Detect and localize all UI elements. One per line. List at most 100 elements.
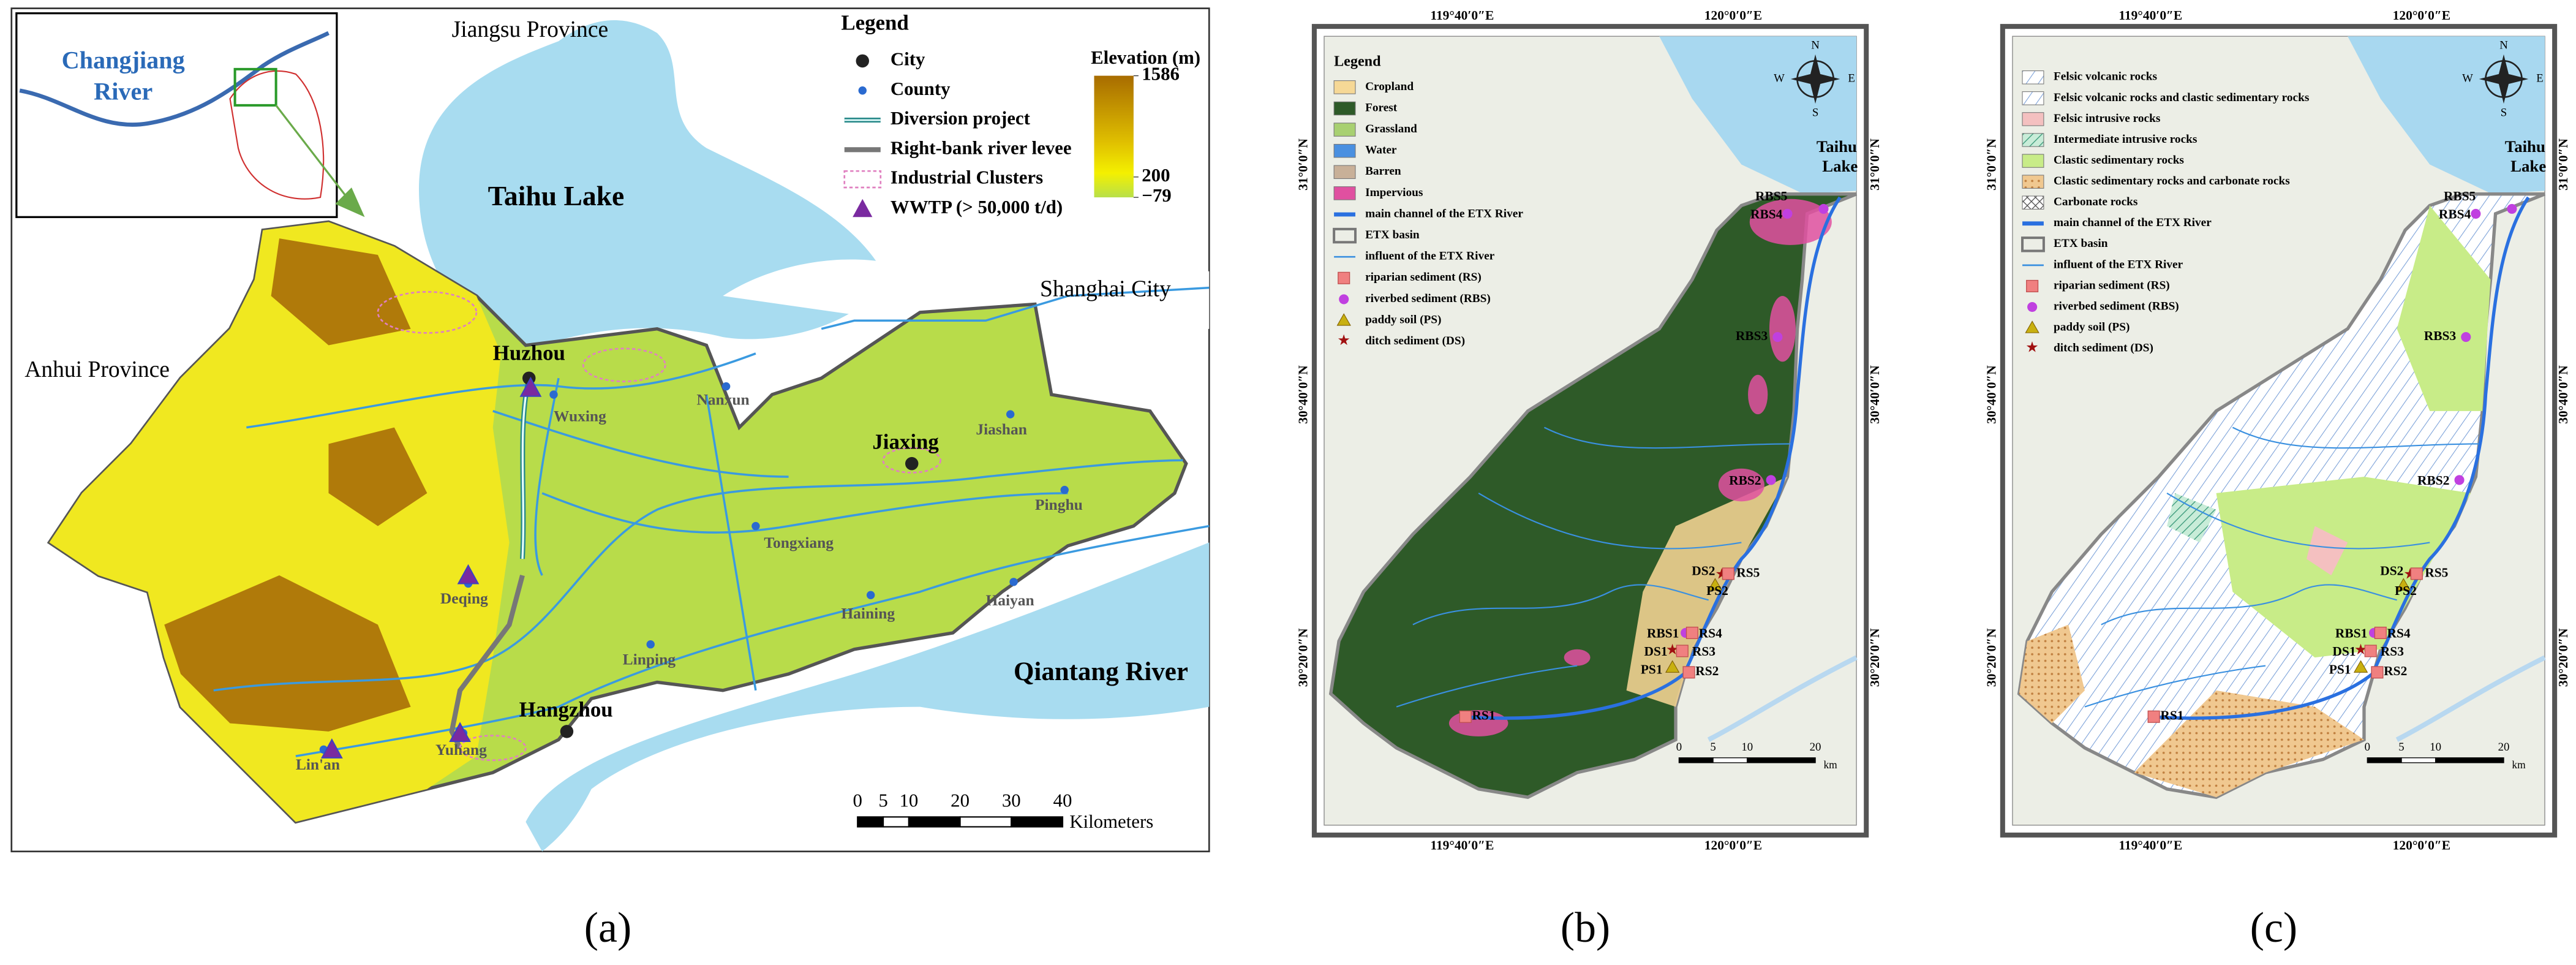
- lake-label: Taihu: [2505, 137, 2545, 156]
- legend-swatch: [2021, 237, 2045, 252]
- rbs-marker: [2454, 475, 2465, 485]
- compass-label: W: [2462, 72, 2473, 85]
- sample-label: PS1: [2329, 662, 2351, 677]
- sample-label: PS2: [2395, 583, 2417, 598]
- ds-marker: ★: [2025, 339, 2039, 356]
- elevation-title: Elevation (m): [1091, 47, 1200, 68]
- sample-label: RBS3: [2424, 328, 2456, 343]
- legend-swatch: [1333, 101, 1356, 116]
- legend-label: Diversion project: [891, 108, 1031, 129]
- city-label: Jiaxing: [872, 430, 939, 453]
- river-bg: [1707, 655, 1858, 742]
- rbs-marker: [2507, 203, 2517, 214]
- legend-label: Cropland: [1365, 80, 1414, 93]
- scale-segment: [1011, 816, 1064, 828]
- map-panel: 119°40′0″E 119°40′0″E 120°0′0″E 120°0′0″E 31…: [1296, 8, 1882, 952]
- lat-label: 30°20′0″N: [1296, 628, 1311, 687]
- river: [534, 377, 560, 576]
- ps-marker: [1708, 578, 1723, 591]
- river: [705, 394, 757, 691]
- sample-label: RBS1: [2335, 626, 2367, 641]
- scale-segment: [882, 816, 910, 828]
- lon-label: 120°0′0″E: [1704, 8, 1762, 23]
- city-label: Hangzhou: [519, 698, 613, 722]
- lon-label: 119°40′0″E: [1430, 838, 1494, 853]
- legend-label: Impervious: [1365, 186, 1423, 199]
- sample-label: RBS4: [1750, 207, 1783, 222]
- sample-label: DS2: [2380, 564, 2403, 578]
- compass-label: N: [2499, 39, 2508, 52]
- rs-marker: [1676, 645, 1689, 657]
- inset-province: [229, 70, 325, 200]
- ps-marker: [1665, 660, 1680, 673]
- sample-label: DS1: [2332, 644, 2356, 659]
- county-label: Linping: [623, 650, 676, 668]
- legend-label: Carbonate rocks: [2054, 195, 2138, 208]
- county-label: Haining: [841, 604, 895, 622]
- sample-label: RBS1: [1647, 626, 1679, 641]
- rbs-marker: [1339, 294, 1349, 305]
- lon-label: 120°0′0″E: [2393, 838, 2450, 853]
- inset-arrowhead: [335, 187, 365, 218]
- rbs-marker: [2471, 208, 2481, 219]
- county-label: Nanxun: [696, 391, 749, 409]
- industrial-cluster: [459, 735, 527, 762]
- wwtp-marker: [519, 376, 542, 397]
- scale-segment: [1678, 757, 1714, 763]
- lat-label: 30°20′0″N: [2556, 628, 2570, 687]
- compass-label: E: [2536, 72, 2543, 85]
- bay: [525, 542, 1210, 852]
- legend-swatch: [2022, 70, 2044, 85]
- ps-marker: [1336, 313, 1351, 326]
- lat-label: 30°40′0″N: [2556, 365, 2570, 424]
- lat-label: 30°20′0″N: [1867, 628, 1882, 687]
- river: [821, 286, 1210, 330]
- elevation-label: 200: [1142, 165, 1170, 186]
- legend-label: paddy soil (PS): [1365, 313, 1441, 326]
- map-panel: 119°40′0″E 119°40′0″E 120°0′0″E 120°0′0″E 31…: [1984, 8, 2570, 952]
- sample-label: RS3: [2381, 644, 2404, 659]
- inset-river: [19, 31, 330, 127]
- legend-label: City: [891, 49, 925, 70]
- scale-unit: km: [2512, 759, 2526, 771]
- county-label: Pinghu: [1035, 496, 1083, 513]
- wwtp-marker: [449, 722, 471, 743]
- scale-segment: [2401, 757, 2436, 763]
- lon-label: 119°40′0″E: [2118, 838, 2182, 853]
- influent: [1412, 584, 1709, 626]
- ds-marker: ★: [1337, 332, 1350, 349]
- legend-label: Right-bank river levee: [891, 137, 1072, 158]
- sample-label: PS2: [1706, 583, 1728, 598]
- legend-label: influent of the ETX River: [1365, 250, 1495, 263]
- water-label: Taihu Lake: [488, 180, 625, 211]
- legend-swatch: [2022, 112, 2044, 126]
- ps-marker: [2025, 320, 2039, 333]
- legend-swatch: [2022, 91, 2044, 105]
- county-label: Wuxing: [554, 407, 606, 425]
- main-channel: [2150, 196, 2530, 720]
- sample-label: RBS2: [1729, 473, 1761, 488]
- intrusive: [2307, 526, 2348, 576]
- legend-label: Water: [1365, 144, 1397, 157]
- legend-label: Forest: [1365, 101, 1398, 114]
- legend-label: main channel of the ETX River: [1365, 207, 1523, 220]
- legend-label: Clastic sedimentary rocks and carbonate …: [2054, 175, 2290, 187]
- rs-marker: [2026, 279, 2039, 293]
- legend-label: Grassland: [1365, 123, 1417, 135]
- county-label: Haiyan: [985, 591, 1034, 609]
- city-marker: [560, 725, 574, 738]
- legend-swatch: [1333, 80, 1356, 94]
- lon-label: 119°40′0″E: [2118, 8, 2182, 23]
- scale-label: 20: [2498, 741, 2510, 754]
- legend-label: Barren: [1365, 165, 1401, 178]
- legend-label: Intermediate intrusive rocks: [2054, 133, 2198, 146]
- lake-label: Lake: [1822, 157, 1858, 175]
- rbs-marker: [2027, 301, 2038, 312]
- lat-label: 31°0′0″N: [1296, 138, 1311, 191]
- river: [246, 352, 756, 429]
- county-marker: [721, 382, 731, 391]
- river: [541, 492, 1068, 534]
- legend-swatch: [1333, 186, 1356, 200]
- impervious: [1564, 649, 1591, 666]
- compass-label: N: [1811, 39, 1820, 52]
